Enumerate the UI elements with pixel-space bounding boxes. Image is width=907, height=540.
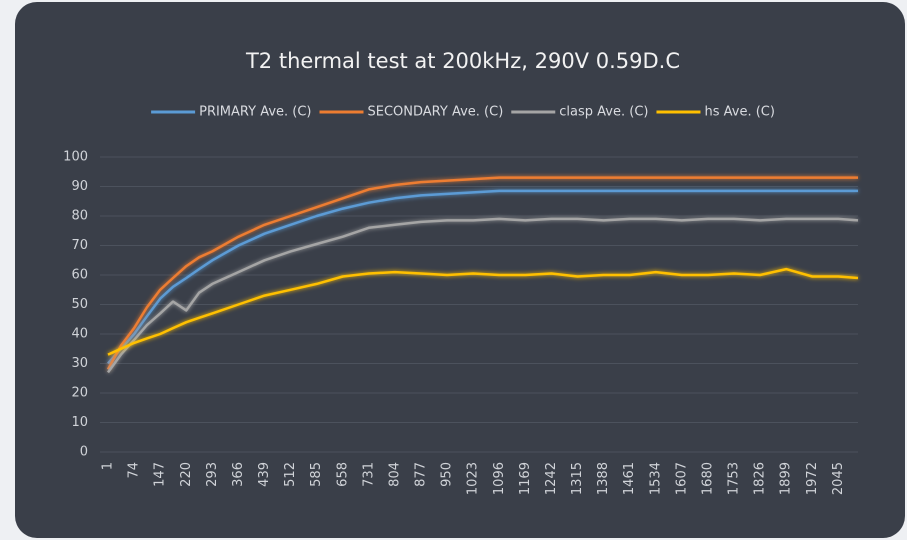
x-tick-label: 658: [335, 462, 350, 487]
y-tick-label: 70: [71, 238, 88, 253]
series-line: [107, 267, 859, 356]
series-line: [107, 189, 858, 365]
x-tick-label: 74: [127, 462, 142, 479]
x-tick-label: 1315: [570, 462, 585, 495]
x-tick-label: 1461: [622, 462, 637, 495]
x-tick-label: 147: [153, 462, 168, 487]
legend-label: SECONDARY Ave. (C): [368, 105, 504, 120]
y-tick-label: 30: [71, 356, 88, 371]
x-tick-label: 950: [440, 462, 455, 487]
y-tick-label: 60: [71, 268, 88, 283]
chart-card: [15, 2, 905, 538]
legend-label: hs Ave. (C): [704, 105, 774, 120]
x-tick-label: 220: [179, 462, 194, 487]
y-tick-label: 20: [71, 386, 88, 401]
y-tick-label: 0: [80, 445, 88, 460]
x-tick-label: 804: [387, 462, 402, 487]
x-tick-label: 1972: [805, 462, 820, 495]
y-tick-label: 90: [71, 179, 88, 194]
x-tick-label: 585: [309, 462, 324, 487]
x-tick-label: 731: [361, 462, 376, 487]
x-tick-label: 1096: [492, 462, 507, 495]
x-tick-label: 1023: [466, 462, 481, 495]
x-tick-label: 877: [414, 462, 429, 487]
y-tick-label: 40: [71, 327, 88, 342]
y-tick-label: 80: [71, 209, 88, 224]
x-tick-label: 439: [257, 462, 272, 487]
x-tick-label: 1388: [596, 462, 611, 495]
series-line: [106, 176, 858, 370]
x-tick-label: 1753: [727, 462, 742, 495]
chart-title: T2 thermal test at 200kHz, 290V 0.59D.C: [245, 49, 680, 73]
legend-label: clasp Ave. (C): [559, 105, 648, 120]
x-tick-label: 1242: [544, 462, 559, 495]
legend-label: PRIMARY Ave. (C): [199, 105, 311, 120]
series-line: [106, 217, 859, 374]
x-tick-label: 366: [231, 462, 246, 487]
x-tick-label: 1534: [648, 462, 663, 495]
y-tick-label: 100: [63, 150, 88, 165]
legend: PRIMARY Ave. (C) SECONDARY Ave. (C) clasp …: [151, 105, 775, 120]
x-tick-label: 1680: [700, 462, 715, 495]
x-tick-label: 1899: [779, 462, 794, 495]
x-tick-label: 1: [101, 462, 116, 470]
x-tick-label: 1826: [753, 462, 768, 495]
y-tick-label: 50: [71, 297, 88, 312]
x-tick-label: 1169: [518, 462, 533, 495]
y-tick-label: 10: [71, 415, 88, 430]
x-tick-label: 512: [283, 462, 298, 487]
x-tick-label: 2045: [831, 462, 846, 495]
x-tick-label: 1607: [674, 462, 689, 495]
x-tick-label: 293: [205, 462, 220, 487]
